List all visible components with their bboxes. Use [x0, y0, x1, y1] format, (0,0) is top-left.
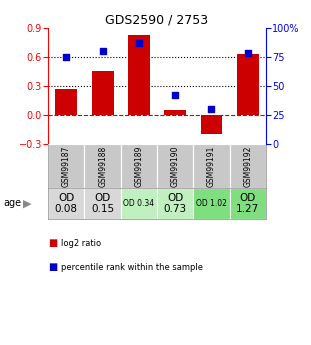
Text: OD
0.73: OD 0.73	[164, 193, 187, 214]
Bar	[85, 144, 121, 188]
Text: GSM99190: GSM99190	[171, 145, 180, 187]
Bar	[193, 188, 230, 219]
Bar	[92, 71, 114, 115]
Bar	[201, 115, 222, 135]
Text: OD 1.02: OD 1.02	[196, 199, 227, 208]
Point	[209, 106, 214, 112]
Text: GSM99192: GSM99192	[243, 145, 252, 187]
Text: ■: ■	[48, 263, 58, 272]
Point	[137, 40, 142, 46]
Text: GSM99188: GSM99188	[98, 145, 107, 187]
Bar	[121, 188, 157, 219]
Text: GSM99191: GSM99191	[207, 145, 216, 187]
Text: age: age	[3, 198, 21, 208]
Text: OD
0.15: OD 0.15	[91, 193, 114, 214]
Text: OD
0.08: OD 0.08	[55, 193, 78, 214]
Bar	[55, 89, 77, 115]
Bar	[128, 36, 150, 115]
Text: percentile rank within the sample: percentile rank within the sample	[61, 263, 203, 272]
Point	[245, 50, 250, 56]
Point	[100, 48, 105, 54]
Text: ■: ■	[48, 238, 58, 248]
Text: log2 ratio: log2 ratio	[61, 239, 101, 248]
Text: ▶: ▶	[23, 198, 32, 208]
Bar	[121, 144, 157, 188]
Bar	[164, 110, 186, 115]
Bar	[193, 144, 230, 188]
Text: GSM99187: GSM99187	[62, 145, 71, 187]
Bar	[237, 54, 259, 115]
Bar	[85, 188, 121, 219]
Text: GSM99189: GSM99189	[134, 145, 143, 187]
Bar	[48, 188, 85, 219]
Text: OD 0.34: OD 0.34	[123, 199, 155, 208]
Bar	[157, 188, 193, 219]
Bar	[48, 144, 85, 188]
Bar	[230, 144, 266, 188]
Bar	[157, 144, 193, 188]
Point	[64, 54, 69, 59]
Point	[173, 92, 178, 98]
Text: OD
1.27: OD 1.27	[236, 193, 259, 214]
Title: GDS2590 / 2753: GDS2590 / 2753	[105, 13, 209, 27]
Bar	[230, 188, 266, 219]
